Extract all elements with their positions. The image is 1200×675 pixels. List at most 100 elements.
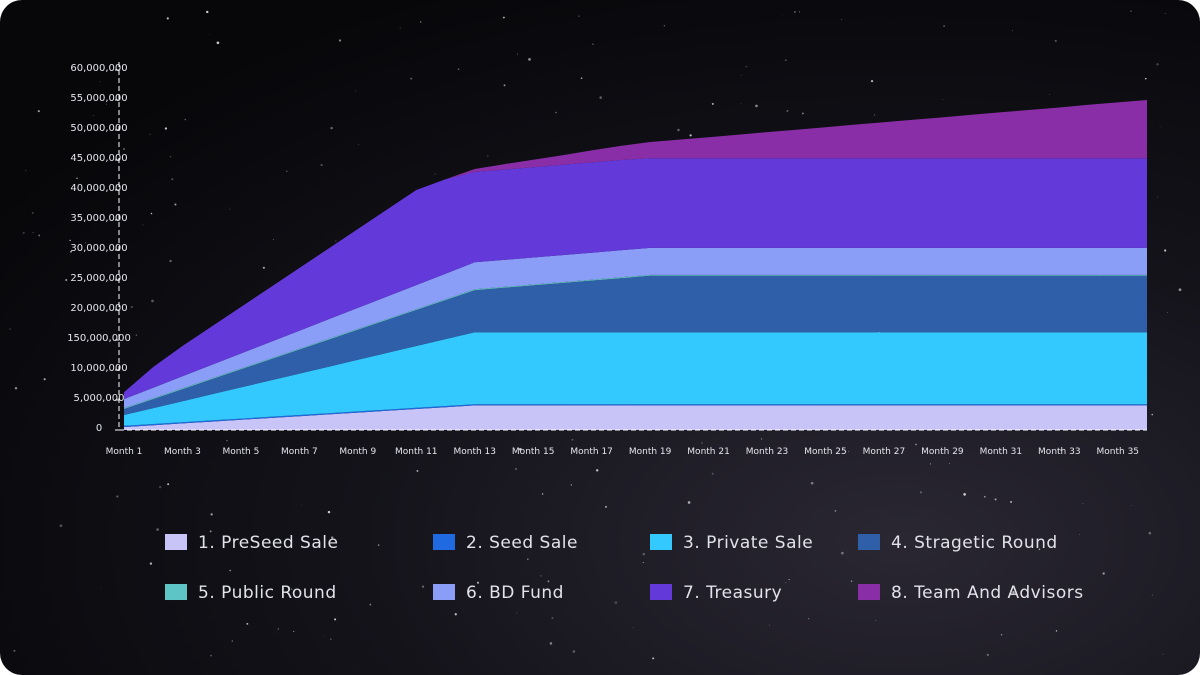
star: [919, 491, 923, 494]
star: [476, 581, 480, 584]
star: [1060, 449, 1062, 451]
star: [761, 438, 763, 440]
x-tick-label: Month 13: [453, 447, 496, 457]
area: [124, 332, 1147, 426]
star: [357, 663, 358, 665]
star: [158, 485, 162, 489]
star: [286, 170, 288, 173]
star: [571, 438, 574, 441]
star: [1102, 572, 1105, 575]
legend-swatch: [650, 534, 672, 550]
star: [122, 147, 126, 151]
star: [1178, 288, 1182, 292]
star: [355, 90, 357, 92]
star: [541, 493, 544, 495]
star: [59, 524, 63, 528]
star: [246, 622, 249, 625]
star: [331, 536, 334, 539]
star: [875, 619, 877, 621]
y-tick-label: 0: [96, 423, 102, 434]
star: [454, 613, 457, 616]
star: [1054, 39, 1057, 42]
star: [421, 585, 425, 588]
star: [277, 628, 279, 630]
star: [226, 440, 228, 442]
star: [785, 581, 787, 584]
star: [150, 212, 153, 215]
star: [1156, 196, 1158, 198]
star: [1144, 77, 1147, 80]
star: [210, 513, 213, 516]
star: [420, 21, 422, 23]
star: [231, 640, 233, 642]
star: [100, 586, 102, 588]
star: [642, 562, 644, 564]
y-tick-label: 35,000,000: [70, 213, 127, 224]
star: [810, 481, 814, 485]
star: [711, 102, 714, 105]
star: [99, 81, 101, 83]
star: [142, 224, 144, 226]
star: [663, 25, 666, 27]
star: [994, 498, 997, 501]
star: [410, 77, 413, 80]
star: [786, 109, 789, 112]
legend-swatch: [858, 534, 880, 550]
star: [208, 34, 210, 35]
star: [850, 580, 853, 582]
star: [32, 232, 34, 234]
star: [229, 208, 231, 210]
star: [151, 299, 154, 303]
x-tick-label: Month 15: [512, 447, 555, 457]
star: [216, 41, 220, 45]
star: [768, 624, 770, 626]
star: [1156, 63, 1159, 66]
legend-label: 6. BD Fund: [466, 583, 564, 603]
star: [324, 636, 326, 637]
x-tick-label: Month 3: [164, 447, 201, 457]
star: [92, 115, 94, 117]
star: [1049, 94, 1050, 96]
star: [948, 463, 950, 464]
x-tick-label: Month 21: [687, 447, 730, 457]
star: [870, 79, 874, 83]
star: [1162, 653, 1164, 655]
legend-swatch: [650, 584, 672, 600]
star: [808, 618, 810, 620]
star: [174, 203, 177, 206]
star: [677, 128, 680, 132]
star: [788, 579, 790, 581]
star: [164, 127, 168, 130]
star: [596, 469, 599, 472]
star: [848, 451, 849, 452]
legend-swatch: [165, 534, 187, 550]
y-tick-label: 30,000,000: [70, 243, 127, 254]
star: [1000, 634, 1003, 636]
star: [334, 618, 337, 621]
y-tick-label: 45,000,000: [70, 153, 127, 164]
star: [687, 501, 691, 504]
star: [262, 266, 265, 269]
star: [69, 239, 71, 242]
star: [689, 134, 692, 137]
legend-label: 5. Public Round: [198, 583, 337, 603]
x-tick-label: Month 27: [863, 447, 906, 457]
star: [986, 653, 990, 656]
y-tick-label: 40,000,000: [70, 183, 127, 194]
star: [580, 77, 583, 80]
legend-swatch: [858, 584, 880, 600]
star: [70, 250, 72, 253]
star: [31, 211, 34, 214]
star: [327, 510, 331, 514]
star: [547, 580, 550, 583]
area: [124, 405, 1147, 430]
star: [210, 654, 212, 657]
star: [1038, 548, 1041, 551]
star: [502, 16, 505, 19]
star: [740, 74, 742, 76]
star: [272, 238, 274, 240]
star: [76, 177, 78, 180]
star: [572, 650, 576, 653]
star: [840, 551, 844, 555]
star: [642, 552, 646, 556]
